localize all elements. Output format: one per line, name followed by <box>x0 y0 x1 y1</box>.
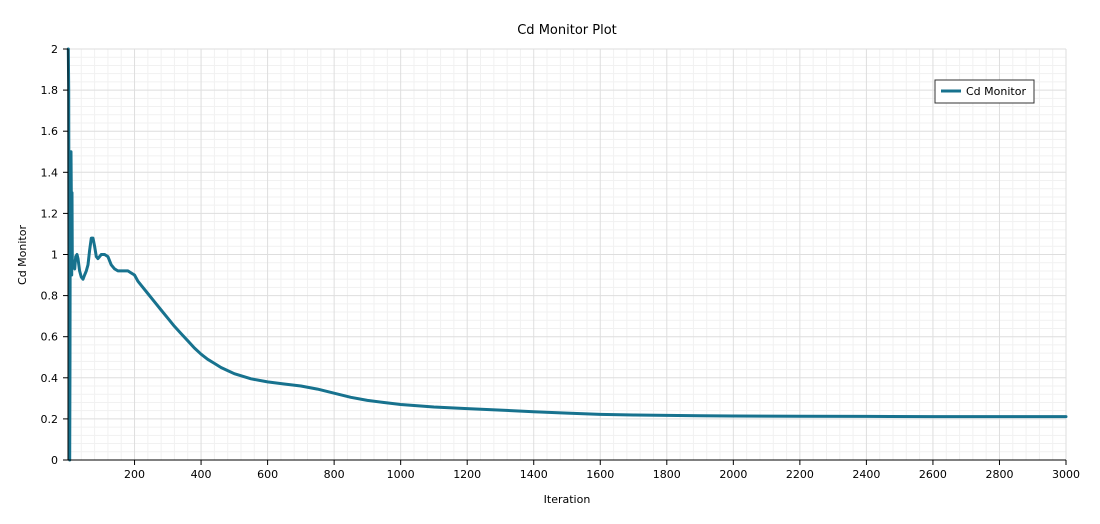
legend: Cd Monitor <box>934 79 1035 104</box>
x-axis-title: Iteration <box>544 493 591 506</box>
x-tick-label: 1000 <box>387 468 415 481</box>
x-tick-label: 2000 <box>719 468 747 481</box>
y-tick-label: 1.4 <box>41 166 59 179</box>
x-tick-label: 2400 <box>852 468 880 481</box>
legend-box <box>934 79 1035 104</box>
y-tick-label: 0.6 <box>41 331 59 344</box>
x-tick-label: 1200 <box>453 468 481 481</box>
x-tick-label: 400 <box>191 468 212 481</box>
y-tick-label: 0 <box>51 454 58 467</box>
x-tick-label: 1800 <box>653 468 681 481</box>
x-tick-label: 800 <box>324 468 345 481</box>
chart-title: Cd Monitor Plot <box>517 23 617 38</box>
x-tick-label: 2200 <box>786 468 814 481</box>
y-tick-label: 1.6 <box>41 125 59 138</box>
y-tick-label: 1.8 <box>41 84 59 97</box>
y-tick-label: 2 <box>51 43 58 56</box>
major-gridlines <box>68 48 1067 461</box>
x-tick-label: 2800 <box>985 468 1013 481</box>
x-tick-label: 1600 <box>586 468 614 481</box>
y-tick-label: 0.4 <box>41 372 59 385</box>
legend-label: Cd Monitor <box>966 85 1026 98</box>
x-tick-label: 1400 <box>520 468 548 481</box>
x-tick-label: 600 <box>257 468 278 481</box>
series-layer <box>66 47 1068 462</box>
y-tick-label: 1 <box>51 249 58 262</box>
y-tick-label: 0.2 <box>41 413 59 426</box>
y-tick-label: 1.2 <box>41 207 59 220</box>
x-tick-label: 3000 <box>1052 468 1080 481</box>
y-tick-label: 0.8 <box>41 290 59 303</box>
x-tick-label: 200 <box>124 468 145 481</box>
series-line-cd-monitor <box>66 47 1068 462</box>
x-tick-label: 2600 <box>919 468 947 481</box>
y-axis-ticks: 0 0.2 0.4 0.6 0.8 1 1.2 1.4 1.6 1.8 2 <box>41 43 68 467</box>
y-axis-title: Cd Monitor <box>16 225 29 285</box>
x-axis-ticks: 200 400 600 800 1000 1200 1400 1600 1800 2000 2200… <box>124 460 1080 481</box>
